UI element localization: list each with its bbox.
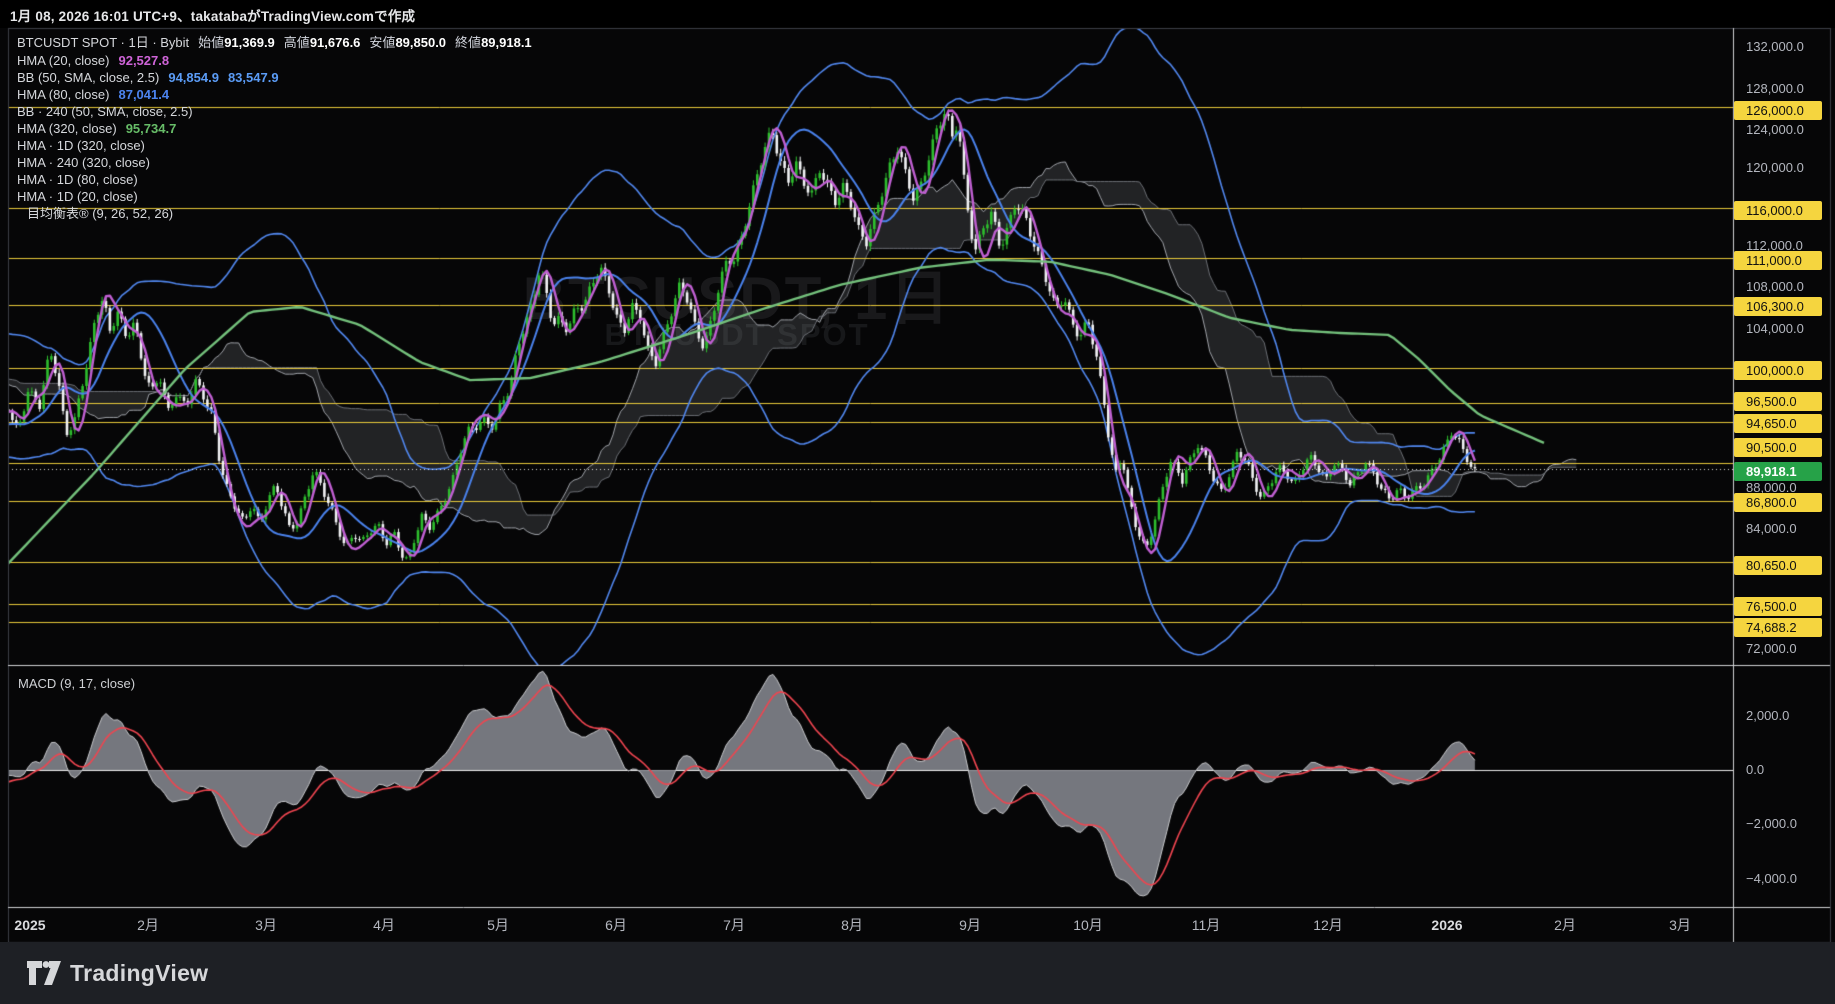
price-tick-label: 88,000.0 [1746, 480, 1797, 495]
legend-indicator-value: 87,041.4 [118, 87, 170, 102]
price-tick-label: 84,000.0 [1746, 521, 1797, 536]
legend-indicator-row[interactable]: BB · 240 (50, SMA, close, 2.5) [17, 103, 193, 120]
legend-symbol: BTCUSDT SPOT · 1日 · Bybit [17, 35, 190, 50]
tradingview-brand-text: TradingView [70, 959, 209, 986]
price-level-label: 100,000.0 [1734, 360, 1822, 380]
legend-ohlc-label: 高値 [283, 35, 310, 50]
legend-indicator-value: 94,854.9 [168, 70, 219, 85]
legend-indicator-value: 95,734.7 [125, 121, 177, 136]
time-tick-label: 2月 [137, 917, 159, 933]
legend-indicator-label: HMA (20, close) [17, 53, 110, 68]
legend-indicator-row[interactable]: HMA · 240 (320, close) [17, 154, 150, 171]
time-tick-label: 11月 [1191, 917, 1221, 933]
price-tick-label: 108,000.0 [1746, 279, 1804, 294]
legend-ohlc-value: 91,676.6 [309, 35, 361, 50]
time-tick-label: 8月 [841, 917, 863, 933]
legend-indicator-row[interactable]: 目均衡表® (9, 26, 52, 26) [27, 205, 173, 222]
price-level-label: 90,500.0 [1734, 437, 1822, 457]
time-tick-label: 2月 [1554, 917, 1576, 933]
legend-indicator-label: HMA (80, close) [17, 87, 110, 102]
price-level-label: 116,000.0 [1734, 200, 1822, 220]
price-tick-label: 72,000.0 [1746, 641, 1797, 656]
price-level-label: 96,500.0 [1734, 391, 1822, 411]
price-tick-label: 124,000.0 [1746, 122, 1804, 137]
legend-ohlc-label: 終値 [455, 35, 482, 50]
price-level-label: 86,800.0 [1734, 492, 1822, 512]
legend-indicator-label: HMA · 1D (320, close) [17, 138, 145, 153]
macd-tick-label: −4,000.0 [1746, 870, 1797, 886]
time-tick-label: 2025 [14, 917, 46, 933]
price-tick-label: 128,000.0 [1746, 81, 1804, 96]
time-tick-label: 9月 [959, 917, 981, 933]
time-tick-label: 12月 [1313, 917, 1343, 933]
legend-indicator-label: HMA · 1D (80, close) [17, 172, 138, 187]
legend-indicator-label: HMA · 240 (320, close) [17, 155, 150, 170]
time-tick-label: 2026 [1431, 917, 1463, 933]
price-level-label: 126,000.0 [1734, 100, 1822, 120]
legend-symbol-row[interactable]: BTCUSDT SPOT · 1日 · Bybit 始値91,369.9 高値91,… [17, 34, 532, 51]
macd-tick-label: 0.0 [1746, 762, 1765, 777]
legend-ohlc-label: 始値 [198, 35, 225, 50]
macd-tick-label: −2,000.0 [1746, 816, 1797, 832]
time-tick-label: 5月 [487, 917, 509, 933]
time-tick-label: 6月 [605, 917, 627, 933]
legend-indicator-label: HMA · 1D (20, close) [17, 189, 138, 204]
legend-indicator-row[interactable]: HMA (80, close) 87,041.4 [17, 86, 169, 103]
legend-indicator-row[interactable]: HMA · 1D (80, close) [17, 171, 138, 188]
time-tick-label: 7月 [723, 917, 745, 933]
time-tick-label: 4月 [373, 917, 395, 933]
time-tick-label: 10月 [1073, 917, 1103, 933]
price-tick-label: 132,000.0 [1746, 39, 1804, 54]
footer-bar: TradingView [0, 942, 1835, 1004]
legend-indicator-value: 83,547.9 [227, 70, 279, 85]
legend-ohlc-label: 安値 [369, 35, 396, 50]
time-tick-label: 3月 [1669, 917, 1691, 933]
legend-indicator-row[interactable]: HMA · 1D (20, close) [17, 188, 138, 205]
macd-tick-label: 2,000.0 [1746, 707, 1790, 723]
current-price-label: 89,918.1 [1734, 461, 1822, 481]
legend-ohlc-value: 89,850.0 [395, 35, 447, 50]
price-level-label: 94,650.0 [1734, 413, 1822, 433]
price-level-label: 80,650.0 [1734, 555, 1822, 575]
tradingview-icon [27, 961, 61, 985]
time-tick-label: 3月 [255, 917, 277, 933]
legend-indicator-label: BB · 240 (50, SMA, close, 2.5) [17, 104, 193, 119]
tradingview-logo[interactable]: TradingView [27, 958, 208, 988]
legend-indicator-row[interactable]: HMA (320, close) 95,734.7 [17, 120, 176, 137]
price-tick-label: 120,000.0 [1746, 160, 1804, 175]
legend-indicator-row[interactable]: HMA (20, close) 92,527.8 [17, 52, 169, 69]
price-tick-label: 104,000.0 [1746, 321, 1804, 336]
legend-indicator-row[interactable]: BB (50, SMA, close, 2.5) 94,854.9 83,547.9 [17, 69, 279, 86]
price-tick-label: 112,000.0 [1746, 238, 1803, 253]
legend-indicator-label: HMA (320, close) [17, 121, 117, 136]
price-level-label: 76,500.0 [1734, 596, 1822, 616]
legend-ohlc-value: 89,918.1 [481, 35, 532, 50]
price-level-label: 111,000.0 [1734, 250, 1822, 270]
macd-pane-title: MACD (9, 17, close) [18, 676, 136, 691]
legend-indicator-value: 92,527.8 [118, 53, 170, 68]
price-level-label: 74,688.2 [1734, 617, 1822, 637]
legend-indicator-row[interactable]: HMA · 1D (320, close) [17, 137, 145, 154]
legend-indicator-label: 目均衡表® (9, 26, 52, 26) [27, 206, 174, 221]
legend-indicator-label: BB (50, SMA, close, 2.5) [17, 70, 160, 85]
price-level-label: 106,300.0 [1734, 296, 1822, 316]
legend-ohlc-value: 91,369.9 [224, 35, 275, 50]
